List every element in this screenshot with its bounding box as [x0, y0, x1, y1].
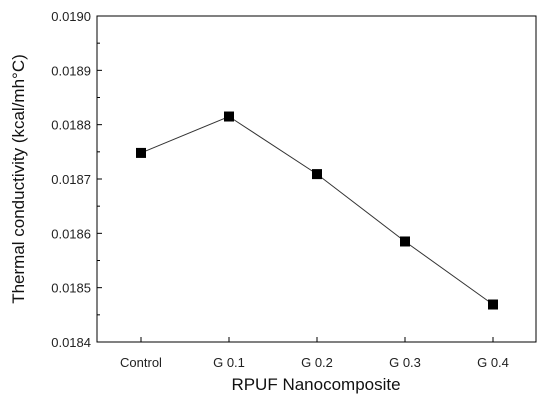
y-tick-label: 0.0184	[51, 335, 91, 350]
x-tick-label: G 0.2	[301, 355, 333, 370]
y-tick-label: 0.0187	[51, 172, 91, 187]
x-tick-label: G 0.4	[477, 355, 509, 370]
y-tick-label: 0.0186	[51, 226, 91, 241]
y-tick-label: 0.0188	[51, 118, 91, 133]
data-point-g-0-1	[224, 111, 234, 122]
data-point-control	[136, 147, 146, 158]
data-point-g-0-4	[488, 299, 498, 310]
y-tick-label: 0.0190	[51, 9, 91, 24]
x-axis-title: RPUF Nanocomposite	[231, 375, 400, 394]
data-point-g-0-3	[400, 236, 410, 247]
y-axis-title: Thermal conductivity (kcal/mh°C)	[9, 54, 28, 304]
series-group	[136, 111, 498, 310]
data-point-g-0-2	[312, 169, 322, 180]
x-axis: Control G 0.1 G 0.2 G 0.3 G 0.4	[120, 337, 509, 370]
x-tick-label: G 0.1	[213, 355, 245, 370]
y-axis: 0.0184 0.0185 0.0186 0.0187 0.0188 0.0189 0.01…	[51, 9, 102, 350]
y-tick-label: 0.0189	[51, 63, 91, 78]
y-tick-label: 0.0185	[51, 281, 91, 296]
series-line	[140, 115, 494, 305]
x-tick-label: G 0.3	[389, 355, 421, 370]
x-tick-label: Control	[120, 355, 162, 370]
